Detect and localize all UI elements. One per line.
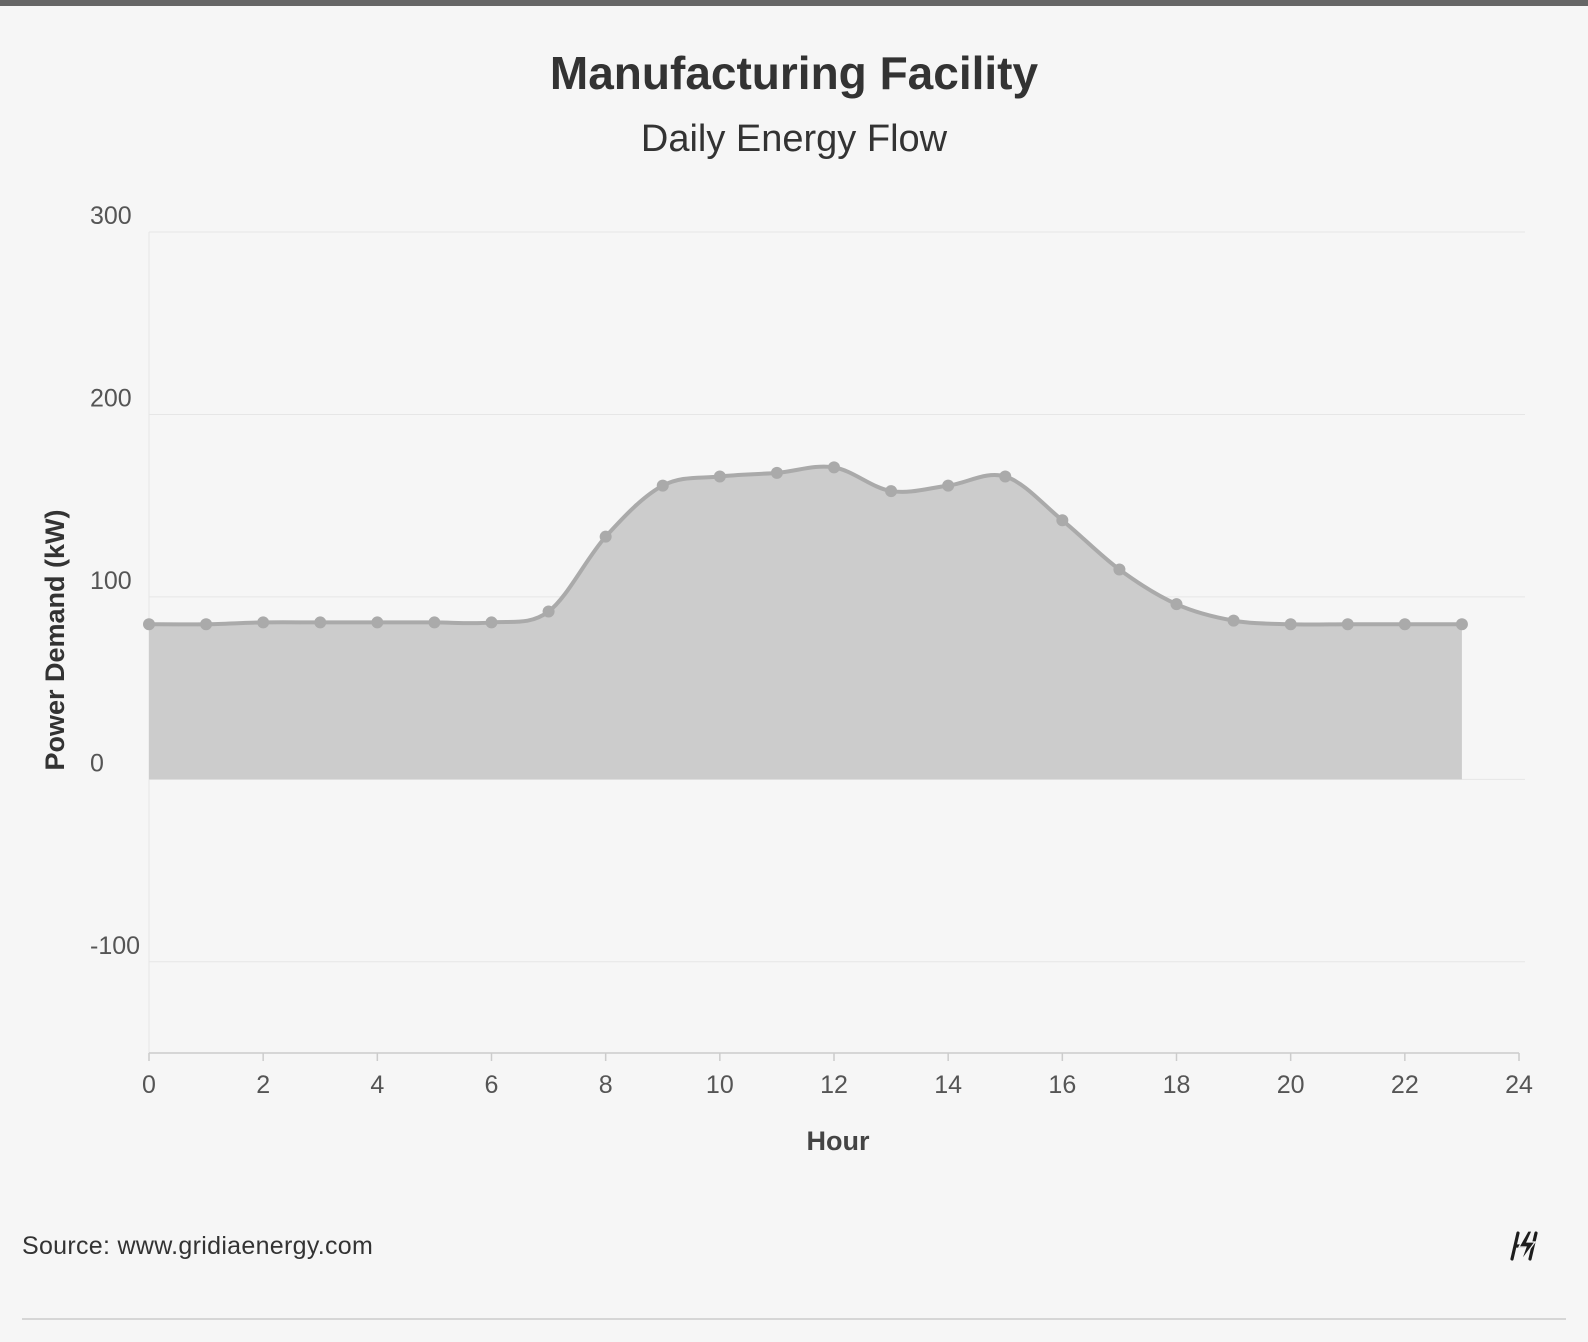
chart-title: Manufacturing Facility [549,47,1039,99]
x-tick-label: 20 [1277,1071,1305,1099]
x-tick-label: 2 [256,1071,270,1099]
data-point[interactable] [713,470,726,483]
source-credit: Source: www.gridiaenergy.com [22,1232,374,1260]
data-point[interactable] [428,616,441,629]
data-point[interactable] [942,479,955,492]
x-axis-title: Hour [807,1126,870,1156]
data-point[interactable] [257,616,270,629]
data-point[interactable] [143,618,155,631]
x-tick-label: 18 [1163,1071,1191,1099]
x-tick-label: 22 [1391,1071,1419,1099]
y-tick-label: 300 [90,202,132,230]
x-tick-label: 24 [1505,1071,1533,1099]
gridia-lightning-logo-icon [1510,1230,1538,1262]
x-tick-label: 6 [485,1071,499,1099]
bottom-divider [22,1318,1566,1320]
data-point[interactable] [485,616,498,629]
data-point[interactable] [599,530,612,543]
y-tick-label: 200 [90,384,132,412]
area-series [143,461,1468,780]
data-point[interactable] [1398,618,1411,631]
data-point[interactable] [1056,514,1069,527]
y-axis-title: Power Demand (kW) [40,509,70,770]
x-tick-label: 4 [370,1071,384,1099]
data-point[interactable] [999,470,1012,483]
x-tick-label: 0 [142,1071,156,1099]
data-point[interactable] [828,461,840,474]
data-point[interactable] [1170,598,1183,611]
data-point[interactable] [1341,618,1354,631]
data-point[interactable] [1113,563,1126,576]
data-point[interactable] [200,618,213,631]
data-point[interactable] [885,485,898,498]
data-point[interactable] [314,616,327,629]
data-point[interactable] [371,616,384,629]
x-tick-label: 8 [599,1071,613,1099]
data-point[interactable] [1284,618,1297,631]
chart-subtitle: Daily Energy Flow [640,118,948,160]
y-tick-label: -100 [90,932,140,960]
data-point[interactable] [770,466,783,479]
x-tick-label: 14 [934,1071,962,1099]
top-accent-bar [0,0,1588,6]
x-tick-label: 12 [820,1071,848,1099]
x-tick-label: 16 [1048,1071,1076,1099]
data-point[interactable] [656,479,669,492]
y-tick-label: 100 [90,567,132,595]
data-point[interactable] [1227,614,1240,627]
data-point[interactable] [1455,618,1468,631]
x-tick-label: 10 [706,1071,734,1099]
y-tick-label: 0 [90,749,104,777]
area-fill [149,466,1462,780]
data-point[interactable] [542,605,555,618]
